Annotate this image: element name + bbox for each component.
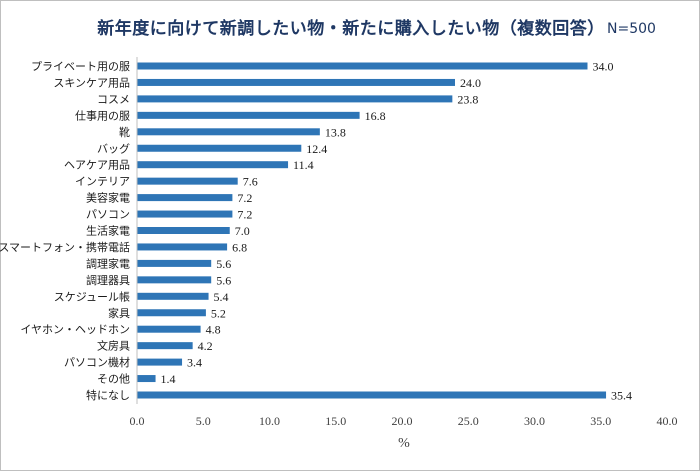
bar [137,358,183,366]
bar [137,161,289,169]
category-label: 調理家電 [86,256,130,270]
bar [137,227,230,234]
bar [137,259,212,267]
value-label: 5.4 [214,290,229,304]
x-tick-label: 5.0 [196,414,211,428]
bar [137,276,212,284]
bar [137,78,455,86]
bar [137,391,607,399]
sample-size-label: N=500 [607,21,656,37]
category-label: スケジュール帳 [54,289,130,303]
value-label: 7.2 [237,191,252,205]
value-label: 4.8 [206,323,221,337]
bars-group [137,62,607,399]
x-axis-label: % [398,436,410,451]
bar [137,210,233,218]
category-label: その他 [97,373,130,386]
x-tick-label: 30.0 [524,414,545,428]
value-label: 13.8 [325,125,346,139]
value-label: 7.0 [235,224,250,238]
category-label: 家具 [108,306,130,320]
x-tick-label: 25.0 [458,414,479,428]
bar [137,325,201,333]
value-label: 7.6 [243,175,258,189]
bar [137,144,302,152]
value-label: 6.8 [232,240,247,254]
bar [137,243,228,251]
bar [137,309,206,317]
category-label: 美容家電 [86,191,130,205]
bar [137,292,209,300]
value-label: 4.2 [198,339,213,353]
category-label: スマートフォン・携帯電話 [0,240,130,254]
value-label: 16.8 [365,109,386,123]
bar [137,194,233,202]
value-label: 7.2 [237,208,252,222]
category-labels: プライベート用の服スキンケア用品コスメ仕事用の服靴バッグヘアケア用品インテリア美… [0,60,130,402]
bar [137,111,360,119]
category-label: 調理器具 [86,273,130,287]
x-tick-label: 10.0 [259,414,280,428]
category-label: コスメ [97,94,130,106]
value-label: 11.4 [293,158,314,172]
value-label: 5.6 [216,273,231,287]
bar [137,128,320,136]
category-label: 靴 [119,125,130,139]
value-label: 12.4 [306,142,327,156]
bar [137,95,453,103]
value-label: 23.8 [457,92,478,106]
x-tick-label: 15.0 [325,414,346,428]
category-label: 生活家電 [86,224,130,238]
value-label: 35.4 [611,389,632,403]
x-tick-label: 40.0 [657,414,678,428]
category-label: 仕事用の服 [75,109,130,122]
category-label: ヘアケア用品 [64,159,130,172]
value-labels: 34.0 24.0 23.8 16.8 13.8 12.4 11.4 7.6 7.2 7.2 7.0… [161,60,632,403]
category-label: スキンケア用品 [53,76,130,89]
bar [137,342,193,350]
bar [137,62,588,70]
category-label: バッグ [97,141,130,155]
value-label: 5.2 [211,306,226,320]
value-label: 34.0 [593,60,614,74]
bar [137,375,156,383]
category-label: 文房具 [97,339,130,353]
category-label: イヤホン・ヘッドホン [20,323,130,336]
category-label: インテリア [75,176,130,188]
category-label: パソコン [86,208,130,221]
value-label: 1.4 [161,372,176,386]
x-tick-label: 35.0 [590,414,611,428]
category-label: 特になし [86,388,130,402]
value-label: 3.4 [187,356,202,370]
x-tick-labels: 0.0 5.0 10.0 15.0 20.0 25.0 30.0 35.0 40.0 [130,414,678,428]
bar [137,177,238,185]
category-label: プライベート用の服 [31,60,130,73]
value-label: 5.6 [216,257,231,271]
value-label: 24.0 [460,76,481,90]
category-label: パソコン機材 [64,355,130,369]
chart-title: 新年度に向けて新調したい物・新たに購入したい物（複数回答） [97,19,605,39]
x-tick-label: 20.0 [392,414,413,428]
x-tick-label: 0.0 [130,414,145,428]
